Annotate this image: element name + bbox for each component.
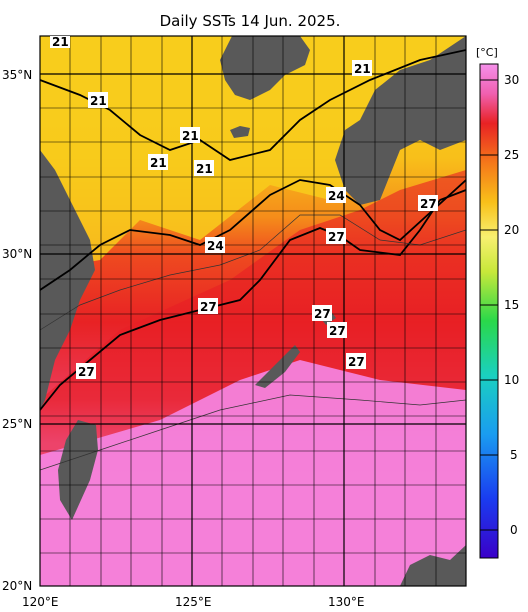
- map-title: Daily SSTs 14 Jun. 2025.: [159, 12, 341, 30]
- contour-21: [40, 49, 466, 161]
- jeju-island: [230, 126, 250, 138]
- contour-24: [40, 179, 466, 291]
- lat-label-30n: 30°N: [2, 247, 32, 261]
- colorbar-label-0: 0: [510, 523, 518, 537]
- contour-label: 21: [52, 35, 69, 49]
- contour-thin-2: [40, 214, 466, 331]
- contour-label: 24: [207, 239, 224, 253]
- contour-label: 21: [150, 156, 167, 170]
- china-coast: [40, 150, 95, 410]
- contour-labels: 21 21 21 21 21 21 24 24 27 27 27 27 27 2…: [50, 35, 438, 379]
- colorbar-label-30: 30: [504, 73, 519, 87]
- lat-label-35n: 35°N: [2, 68, 32, 82]
- colorbar-label-10: 10: [504, 373, 519, 387]
- korea-land: [220, 36, 310, 100]
- contour-label: 27: [78, 365, 95, 379]
- contour-label: 27: [328, 230, 345, 244]
- colorbar-ticks: [480, 79, 498, 531]
- contour-label: 27: [420, 197, 437, 211]
- contour-label: 21: [182, 129, 199, 143]
- lon-label-130e: 130°E: [328, 595, 365, 609]
- japan-land: [335, 36, 466, 205]
- colorbar: [479, 63, 499, 559]
- colorbar-label-25: 25: [504, 148, 519, 162]
- map-frame: [39, 35, 467, 587]
- contour-label: 21: [90, 94, 107, 108]
- lat-label-20n: 20°N: [2, 579, 32, 593]
- lon-label-125e: 125°E: [175, 595, 212, 609]
- colorbar-label-15: 15: [504, 298, 519, 312]
- contour-label: 27: [314, 307, 331, 321]
- taiwan-land: [58, 420, 98, 520]
- contour-label: 27: [329, 324, 346, 338]
- luzon-land: [400, 545, 466, 586]
- lat-label-25n: 25°N: [2, 417, 32, 431]
- contour-label: 21: [354, 62, 371, 76]
- contour-label: 27: [348, 355, 365, 369]
- contour-label: 24: [328, 189, 345, 203]
- contour-label: 27: [200, 300, 217, 314]
- colorbar-label-5: 5: [510, 448, 518, 462]
- contour-label: 21: [196, 162, 213, 176]
- lon-label-120e: 120°E: [22, 595, 59, 609]
- major-grid-lines: [40, 36, 466, 586]
- contour-thin-1: [40, 394, 466, 471]
- colorbar-unit: [°C]: [476, 46, 498, 59]
- okinawa-islands: [255, 345, 300, 388]
- contour-27: [40, 189, 466, 411]
- colorbar-label-20: 20: [504, 223, 519, 237]
